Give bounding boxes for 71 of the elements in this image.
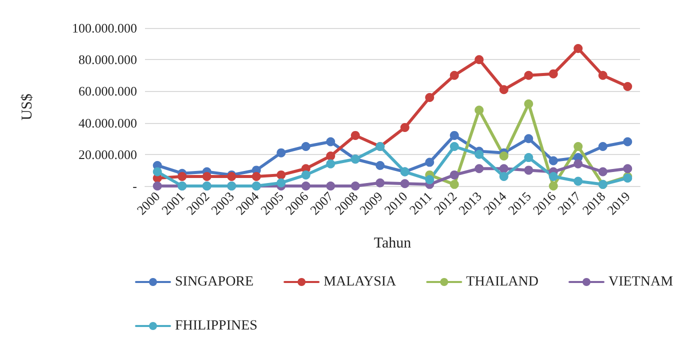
point bbox=[548, 156, 558, 166]
y-tick-label: 60.000.000 bbox=[78, 84, 137, 99]
y-axis-title: US$ bbox=[20, 93, 36, 120]
point bbox=[548, 69, 558, 78]
point bbox=[152, 182, 162, 190]
y-tick-label: 40.000.000 bbox=[78, 115, 137, 130]
point bbox=[499, 85, 508, 94]
y-tick-label: 80.000.000 bbox=[78, 52, 137, 68]
point bbox=[524, 153, 534, 162]
point bbox=[598, 70, 608, 80]
point bbox=[499, 151, 508, 160]
y-tick-label: 20.000.000 bbox=[78, 146, 137, 162]
point bbox=[474, 106, 484, 115]
point bbox=[400, 123, 410, 132]
point bbox=[574, 142, 583, 151]
point bbox=[252, 172, 261, 182]
legend-label: SINGAPORE bbox=[175, 274, 254, 290]
point bbox=[152, 167, 162, 176]
point bbox=[524, 99, 534, 108]
point bbox=[301, 142, 310, 151]
point bbox=[450, 70, 459, 80]
point bbox=[301, 170, 310, 180]
point bbox=[450, 130, 459, 140]
point bbox=[524, 70, 534, 80]
point bbox=[326, 151, 336, 160]
point bbox=[450, 180, 459, 189]
legend-label: THAILAND bbox=[466, 274, 538, 290]
point bbox=[474, 150, 484, 159]
x-tick-label: 2011 bbox=[406, 188, 435, 218]
point bbox=[326, 182, 336, 190]
point bbox=[276, 170, 286, 180]
legend-label: VIETNAM bbox=[608, 274, 674, 290]
point bbox=[202, 172, 212, 182]
x-axis-title: Tahun bbox=[374, 236, 412, 252]
point bbox=[400, 179, 410, 188]
point bbox=[326, 159, 336, 168]
point bbox=[350, 182, 360, 190]
point bbox=[574, 44, 583, 54]
point bbox=[425, 93, 434, 102]
y-tick-label: 100.000.000 bbox=[72, 20, 137, 36]
point bbox=[623, 164, 632, 174]
point bbox=[524, 166, 534, 175]
y-tick-label: - bbox=[132, 178, 137, 194]
point bbox=[301, 182, 310, 190]
point bbox=[574, 176, 583, 186]
point bbox=[623, 82, 632, 91]
point bbox=[598, 167, 608, 176]
legend-label: MALAYSIA bbox=[324, 274, 398, 290]
point bbox=[425, 175, 434, 184]
point bbox=[276, 148, 286, 158]
legend-label: FHILIPPINES bbox=[175, 318, 258, 334]
point bbox=[574, 159, 583, 168]
point bbox=[376, 178, 385, 188]
point bbox=[548, 182, 558, 190]
point bbox=[450, 142, 459, 151]
point bbox=[326, 137, 336, 146]
point bbox=[548, 172, 558, 182]
point bbox=[425, 158, 434, 167]
point bbox=[474, 55, 484, 64]
point bbox=[450, 170, 459, 180]
point bbox=[499, 172, 508, 182]
point bbox=[276, 178, 286, 188]
point bbox=[350, 130, 360, 140]
x-tick-label: 2001 bbox=[158, 188, 188, 218]
point bbox=[623, 137, 632, 146]
point bbox=[598, 142, 608, 151]
point bbox=[524, 134, 534, 144]
point bbox=[474, 164, 484, 174]
point bbox=[178, 172, 187, 182]
point bbox=[499, 164, 508, 174]
point bbox=[376, 160, 385, 170]
